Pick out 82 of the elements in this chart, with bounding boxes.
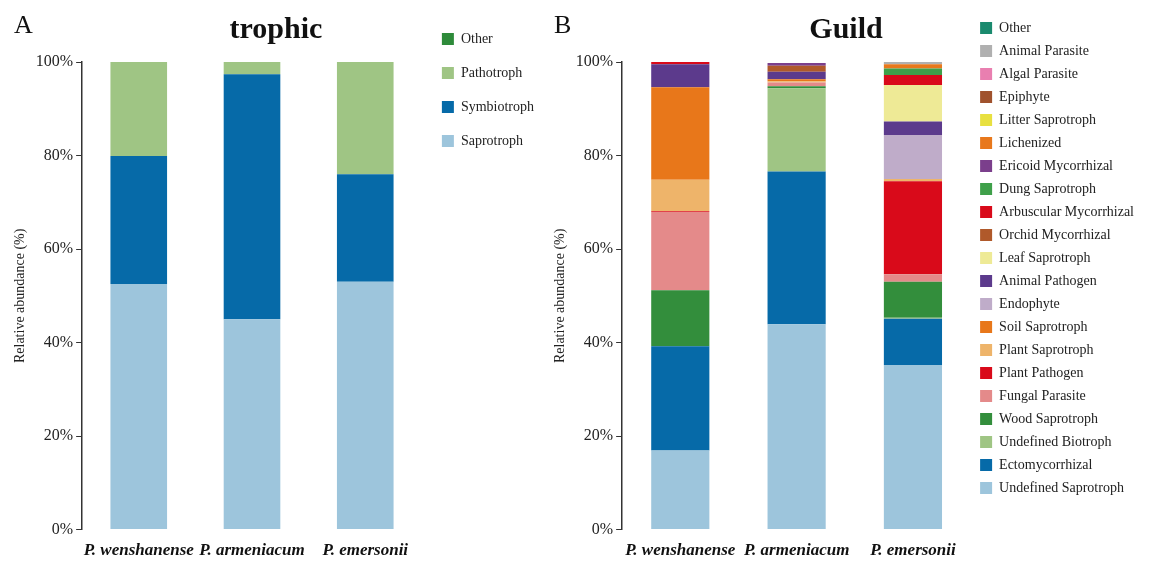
bar bbox=[651, 450, 710, 530]
bar bbox=[767, 65, 826, 72]
y-tick-label: 60% bbox=[43, 239, 74, 257]
bar bbox=[767, 71, 826, 80]
legend-label: Leaf Saprotroph bbox=[999, 249, 1091, 265]
bar bbox=[110, 62, 168, 156]
legend-label: Orchid Mycorrhizal bbox=[999, 226, 1111, 242]
legend-label: Algal Parasite bbox=[999, 65, 1079, 81]
y-tick-label: 100% bbox=[575, 52, 614, 70]
y-axis-title: Relative abundance (%) bbox=[552, 228, 569, 364]
bar bbox=[223, 62, 281, 75]
bar bbox=[883, 75, 943, 85]
legend-label: Animal Pathogen bbox=[999, 272, 1097, 288]
bar bbox=[336, 62, 394, 175]
legend-label: Dung Saprotroph bbox=[999, 180, 1096, 196]
legend-label: Wood Saprotroph bbox=[999, 410, 1098, 426]
y-tick-label: 20% bbox=[583, 426, 614, 444]
bar bbox=[767, 324, 826, 530]
bar bbox=[223, 74, 281, 320]
text: B bbox=[554, 10, 572, 40]
bar bbox=[767, 62, 826, 66]
x-tick-label: P. emersonii bbox=[869, 540, 957, 560]
bar bbox=[651, 179, 710, 212]
bar bbox=[651, 64, 710, 88]
y-tick-label: 100% bbox=[35, 52, 74, 70]
bar bbox=[883, 84, 943, 122]
bar bbox=[110, 155, 168, 285]
legend-label: Soil Saprotroph bbox=[999, 318, 1088, 334]
bar bbox=[223, 319, 281, 530]
legend-label: Ectomycorrhizal bbox=[999, 456, 1093, 472]
bar bbox=[883, 365, 943, 530]
legend-label: Litter Saprotroph bbox=[999, 111, 1096, 127]
legend-label: Other bbox=[999, 19, 1032, 35]
legend-label: Animal Parasite bbox=[999, 42, 1089, 58]
bar bbox=[883, 68, 943, 76]
x-tick-label: P. armeniacum bbox=[198, 540, 305, 560]
bar bbox=[767, 88, 826, 172]
legend-label: Lichenized bbox=[999, 134, 1062, 150]
y-tick-label: 40% bbox=[43, 332, 74, 350]
legend-label: Other bbox=[460, 30, 494, 46]
y-tick-label: 60% bbox=[583, 239, 614, 257]
legend-label: Endophyte bbox=[999, 295, 1060, 311]
legend-label: Pathotroph bbox=[460, 64, 523, 80]
y-tick-label: 0% bbox=[51, 519, 74, 537]
y-tick-label: 80% bbox=[43, 145, 74, 163]
legend-label: Undefined Biotroph bbox=[999, 433, 1112, 449]
bar bbox=[883, 134, 943, 179]
bar bbox=[883, 274, 943, 282]
legend-label: Saprotroph bbox=[460, 132, 524, 148]
bar bbox=[883, 281, 943, 318]
legend-label: Fungal Parasite bbox=[999, 387, 1086, 403]
bar bbox=[336, 281, 394, 530]
bar bbox=[651, 346, 710, 451]
legend-label: Plant Saprotroph bbox=[999, 341, 1094, 357]
text: A bbox=[14, 10, 33, 40]
y-tick-label: 0% bbox=[591, 519, 614, 537]
bar bbox=[883, 64, 943, 69]
y-tick-label: 80% bbox=[583, 145, 614, 163]
bar bbox=[767, 171, 826, 325]
legend-label: Epiphyte bbox=[999, 88, 1050, 104]
legend-label: Symbiotroph bbox=[460, 98, 535, 114]
chart-title: trophic bbox=[229, 10, 323, 44]
bar bbox=[110, 284, 168, 530]
bar bbox=[651, 87, 710, 180]
x-tick-label: P. wenshanense bbox=[82, 540, 195, 560]
legend-label: Ericoid Mycorrhizal bbox=[999, 157, 1114, 173]
x-tick-label: P. wenshanense bbox=[624, 540, 736, 560]
bar bbox=[883, 121, 943, 135]
x-tick-label: P. emersonii bbox=[321, 540, 409, 560]
bar bbox=[651, 212, 710, 291]
bar bbox=[336, 174, 394, 282]
bar bbox=[883, 181, 943, 275]
legend-label: Arbuscular Mycorrhizal bbox=[999, 203, 1135, 219]
x-tick-label: P. armeniacum bbox=[742, 540, 850, 560]
y-axis-title: Relative abundance (%) bbox=[12, 228, 29, 364]
y-tick-label: 40% bbox=[583, 332, 614, 350]
legend-label: Undefined Saprotroph bbox=[999, 479, 1124, 495]
y-tick-label: 20% bbox=[43, 426, 74, 444]
bar bbox=[651, 290, 710, 347]
legend-label: Plant Pathogen bbox=[999, 364, 1084, 380]
chart-title: Guild bbox=[809, 10, 883, 44]
bar bbox=[883, 318, 943, 366]
